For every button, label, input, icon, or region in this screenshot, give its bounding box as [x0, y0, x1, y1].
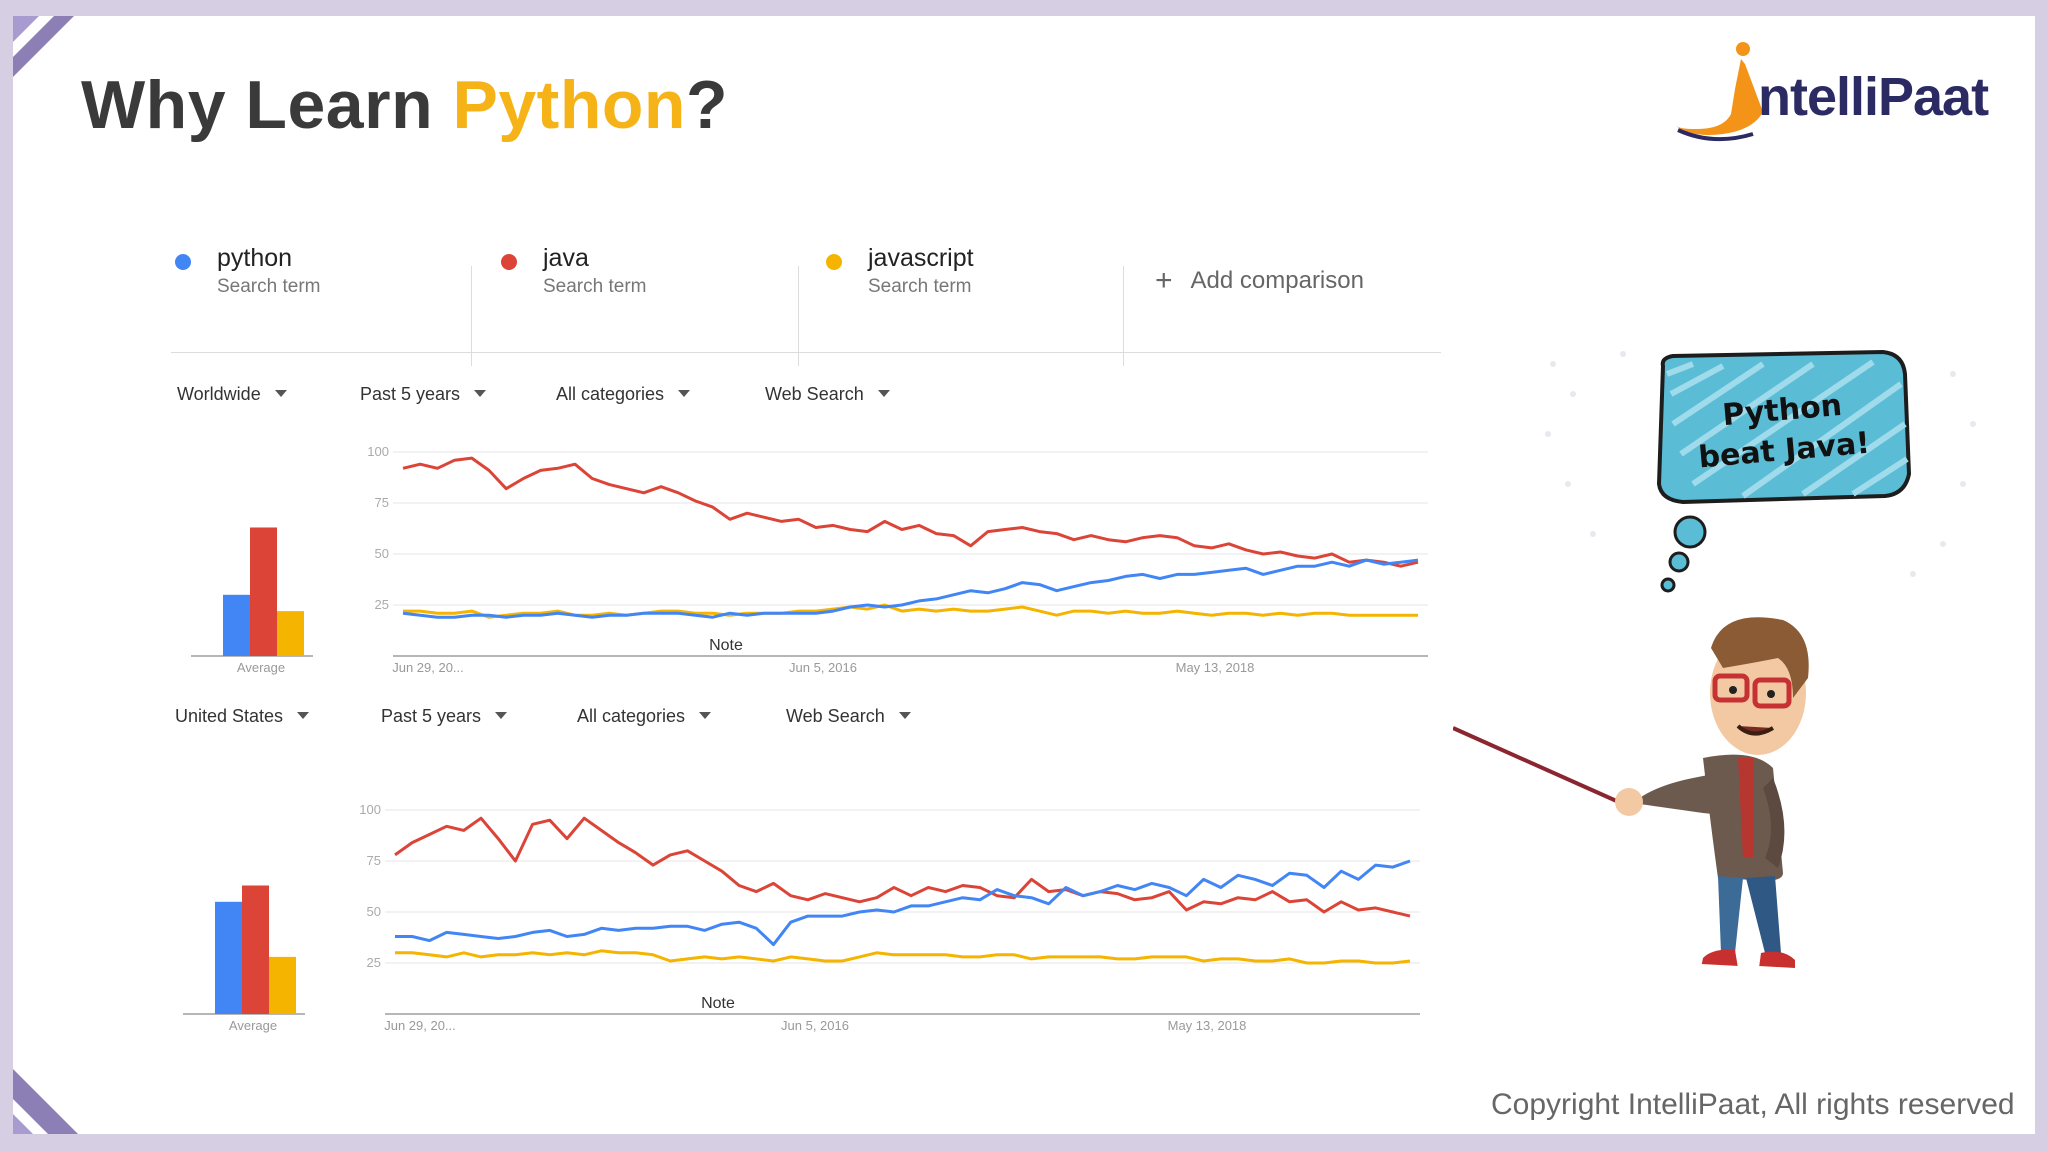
note-annotation[interactable]: Note [709, 637, 743, 654]
average-label: Average [237, 660, 285, 675]
corner-decoration-bottom-left [13, 1069, 78, 1134]
slide: Why Learn Python? ntelliPaat python Sear… [13, 16, 2035, 1134]
caret-down-icon [297, 712, 310, 719]
average-bar-javascript [277, 611, 304, 656]
caret-down-icon [274, 390, 287, 397]
x-tick-label: May 13, 2018 [1176, 660, 1255, 675]
intellipaat-logo [1676, 42, 1763, 142]
x-tick-label: May 13, 2018 [1168, 1018, 1247, 1033]
plus-icon: + [1155, 264, 1173, 297]
filter-region-bottom[interactable]: United States [175, 706, 310, 727]
average-bar-java [250, 527, 277, 656]
series-line-java[interactable] [402, 456, 1419, 568]
caret-down-icon [495, 712, 508, 719]
slide-title: Why Learn Python? [81, 67, 728, 143]
average-bar-java [242, 885, 269, 1014]
title-highlight: Python [452, 67, 686, 143]
caret-down-icon [474, 390, 487, 397]
y-tick-label: 25 [367, 955, 381, 970]
trend-chart-united-states: 100 75 50 25 Average Jun 29, 20... Jun 5, 2016… [183, 802, 1420, 1033]
thought-bubble: Python beat Java! [1545, 349, 1976, 593]
series-line-javascript[interactable] [403, 603, 1418, 619]
average-bar-javascript [269, 956, 296, 1014]
filter-time-bottom[interactable]: Past 5 years [381, 706, 508, 727]
average-bar-python [215, 901, 242, 1014]
note-annotation[interactable]: Note [701, 995, 735, 1012]
javascript-dot [826, 254, 842, 270]
legend-divider [1123, 266, 1124, 366]
filter-category-top[interactable]: All categories [556, 384, 691, 405]
y-tick-label: 25 [375, 597, 389, 612]
filter-region-top[interactable]: Worldwide [177, 384, 287, 405]
y-tick-label: 100 [367, 444, 389, 459]
series-line-javascript[interactable] [395, 949, 1411, 965]
legend-divider [471, 266, 472, 366]
caret-down-icon [699, 712, 712, 719]
trend-chart-worldwide: 100 75 50 25 Average Jun 29, 20... Jun 5, 2016… [191, 444, 1428, 675]
series-line-python[interactable] [402, 558, 1419, 619]
filter-search-top[interactable]: Web Search [765, 384, 890, 405]
x-tick-label: Jun 29, 20... [392, 660, 464, 675]
y-tick-label: 50 [367, 904, 381, 919]
corner-decoration-top-left [13, 16, 74, 77]
series-line-java[interactable] [394, 816, 1411, 918]
y-tick-label: 75 [375, 495, 389, 510]
legend-divider [798, 266, 799, 366]
y-tick-label: 75 [367, 853, 381, 868]
java-dot [501, 254, 517, 270]
python-dot [175, 254, 191, 270]
average-label: Average [229, 1018, 277, 1033]
filter-search-bottom[interactable]: Web Search [786, 706, 911, 727]
legend-bottom-divider [171, 352, 1441, 353]
caret-down-icon [678, 390, 691, 397]
teacher-illustration [1453, 617, 1809, 972]
copyright-text: Copyright IntelliPaat, All rights reserv… [1491, 1088, 2015, 1121]
caret-down-icon [877, 390, 890, 397]
logo-text: ntelliPaat [1758, 67, 1989, 127]
y-tick-label: 50 [375, 546, 389, 561]
x-tick-label: Jun 5, 2016 [781, 1018, 849, 1033]
x-tick-label: Jun 5, 2016 [789, 660, 857, 675]
caret-down-icon [898, 712, 911, 719]
filter-category-bottom[interactable]: All categories [577, 706, 712, 727]
filter-time-top[interactable]: Past 5 years [360, 384, 487, 405]
x-tick-label: Jun 29, 20... [384, 1018, 456, 1033]
series-line-python[interactable] [395, 859, 1411, 947]
add-comparison-button[interactable]: + Add comparison [1155, 264, 1364, 297]
y-tick-label: 100 [359, 802, 381, 817]
average-bar-python [223, 594, 250, 656]
